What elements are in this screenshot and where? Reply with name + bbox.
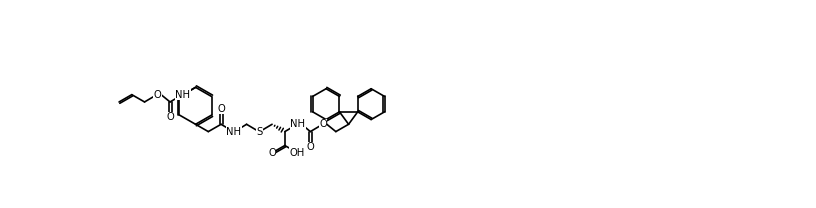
Text: O: O [319, 119, 327, 129]
Text: O: O [166, 113, 174, 123]
Text: S: S [256, 127, 263, 137]
Text: NH: NH [175, 90, 190, 100]
Text: OH: OH [290, 148, 305, 158]
Text: O: O [217, 104, 225, 114]
Text: O: O [307, 142, 314, 152]
Text: O: O [268, 148, 276, 158]
Text: NH: NH [226, 127, 242, 137]
Text: O: O [153, 90, 162, 100]
Text: NH: NH [290, 119, 305, 129]
